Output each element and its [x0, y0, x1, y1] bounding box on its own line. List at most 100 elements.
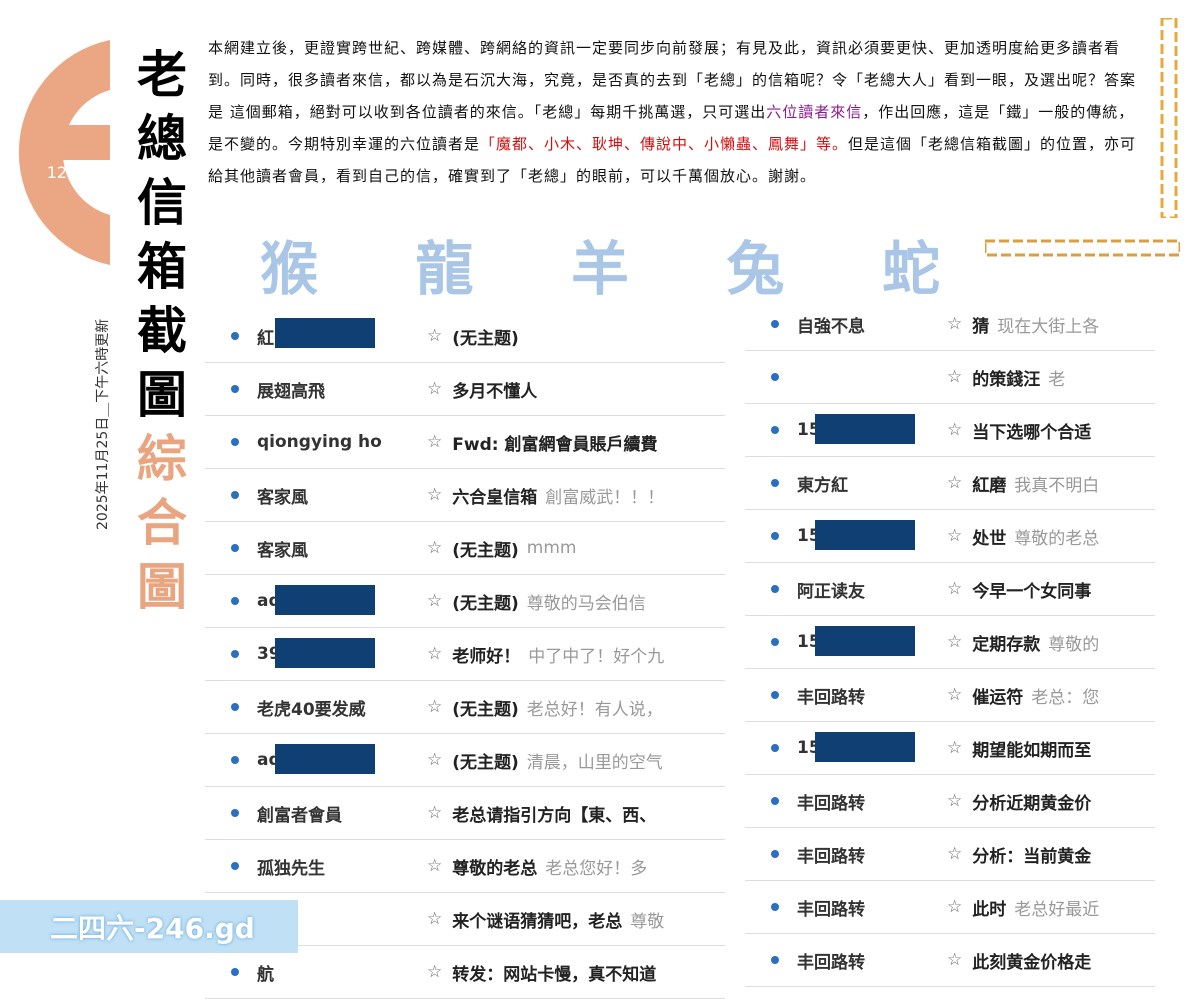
footer-badge: 二四六-246.gd — [0, 900, 298, 953]
preview: 創富威武！！！ — [545, 487, 665, 508]
decor-border — [1160, 18, 1178, 218]
bullet — [771, 744, 779, 752]
logo: 125 — [18, 40, 110, 265]
mail-row: 客家風 ☆ (无主题) mmm — [205, 522, 725, 575]
title-char: 總 — [137, 109, 187, 168]
star-icon: ☆ — [427, 432, 443, 452]
star-icon: ☆ — [947, 314, 963, 334]
zodiac-char: 羊 — [570, 235, 629, 303]
star-icon: ☆ — [947, 632, 963, 652]
star-icon: ☆ — [427, 326, 443, 346]
subject: 此刻黄金价格走 — [972, 952, 1092, 973]
sender: 航 — [257, 964, 274, 985]
bullet — [231, 332, 239, 340]
preview: 尊敬的马会伯信 — [526, 593, 646, 614]
subject: 期望能如期而至 — [972, 740, 1092, 761]
subtitle-char: 綜 — [137, 429, 187, 488]
preview: 尊敬的 — [1048, 634, 1100, 655]
mail-row: 157☆ 期望能如期而至 — [745, 722, 1155, 775]
star-icon: ☆ — [947, 844, 963, 864]
star-icon: ☆ — [427, 909, 443, 929]
mail-row: 展翅高飛 ☆ 多月不懂人 — [205, 363, 725, 416]
bullet — [771, 373, 779, 381]
preview: 现在大街上各 — [997, 316, 1100, 337]
bullet — [231, 756, 239, 764]
preview: 老总您好！多 — [545, 858, 648, 879]
sender: 創富者會員 — [257, 805, 342, 826]
star-icon: ☆ — [427, 856, 443, 876]
bullet — [231, 491, 239, 499]
bullet — [771, 320, 779, 328]
intro-segment: 六位讀者來信 — [766, 103, 863, 121]
subject: 当下选哪个合适 — [972, 422, 1092, 443]
subject: 分析近期黄金价 — [972, 793, 1092, 814]
subject: 尊敬的老总 — [452, 858, 538, 879]
mail-row: 紅中 ☆ (无主题) — [205, 310, 725, 363]
bullet — [771, 532, 779, 540]
bullet — [771, 850, 779, 858]
sender: 丰回路转 — [797, 687, 865, 708]
sender: 39 — [257, 638, 427, 668]
intro-segment: 但是這個「老總信箱截圖」的位置，亦可給其他讀者會員，看到自己的信，確實到了「老總… — [208, 135, 1137, 185]
sender: 客家風 — [257, 487, 308, 508]
subject: 六合皇信箱 — [452, 487, 538, 508]
bullet — [771, 956, 779, 964]
preview: 老总好最近 — [1014, 899, 1100, 920]
preview: 尊敬的老总 — [1014, 528, 1100, 549]
intro-paragraph: 本網建立後，更證實跨世紀、跨媒體、跨網絡的資訊一定要同步向前發展；有見及此，資訊… — [208, 32, 1143, 192]
sender: 丰回路转 — [797, 846, 865, 867]
title-char: 信 — [137, 173, 187, 232]
preview: 我真不明白 — [1014, 475, 1100, 496]
subject: 转发：网站卡慢，真不知道 — [452, 964, 657, 985]
mail-row: 航 ☆ 转发：网站卡慢，真不知道 — [205, 946, 725, 999]
star-icon: ☆ — [947, 579, 963, 599]
star-icon: ☆ — [427, 750, 443, 770]
subtitle-char: 圖 — [137, 557, 187, 616]
intro-segment: 「魔都、小木、耿坤、傳說中、小懶蟲、鳳舞」等。 — [480, 135, 849, 153]
mail-row: 自強不息 ☆ 猜现在大街上各 — [745, 298, 1155, 351]
mail-row: 丰回路转 ☆ 分析近期黄金价 — [745, 775, 1155, 828]
zodiac-char: 龍 — [415, 235, 474, 303]
sender: qiongying ho — [257, 432, 382, 452]
redaction — [815, 414, 915, 444]
redaction — [275, 585, 375, 615]
sender: 丰回路转 — [797, 952, 865, 973]
bullet — [231, 968, 239, 976]
preview: 老 — [1048, 369, 1066, 390]
sender: 展翅高飛 — [257, 381, 325, 402]
sender: 孤独先生 — [257, 858, 325, 879]
page: 125 老總信箱截圖綜合圖 2025年11月25日＿下午六時更新 本網建立後，更… — [0, 18, 1180, 999]
redaction — [275, 317, 375, 348]
star-icon: ☆ — [947, 473, 963, 493]
bullet — [771, 797, 779, 805]
sender: 157 — [797, 520, 947, 550]
sender: 自強不息 — [797, 316, 865, 337]
star-icon: ☆ — [427, 803, 443, 823]
sender: 丰回路转 — [797, 899, 865, 920]
bullet — [231, 438, 239, 446]
bullet — [771, 479, 779, 487]
mail-list-left: 紅中 ☆ (无主题) 展翅高飛 ☆ 多月不懂人 qiongying ho ☆ Fwd: 創富網會… — [205, 310, 725, 999]
mail-row: 丰回路转 ☆ 分析：当前黄金 — [745, 828, 1155, 881]
sender: 15 — [797, 414, 947, 444]
mail-row: 15 ☆ 当下选哪个合适 — [745, 404, 1155, 457]
decor-border — [985, 239, 1180, 257]
star-icon: ☆ — [947, 420, 963, 440]
star-icon: ☆ — [427, 697, 443, 717]
mail-row: 孤独先生 ☆ 尊敬的老总 老总您好！多 — [205, 840, 725, 893]
subject: Fwd: 創富網會員賬戶續費 — [452, 434, 658, 455]
intro-segment: ，作出回應，這是「鐵」一般的傳統，是不變的。今期特別幸運的六位讀者是 — [208, 103, 1135, 153]
mail-row: 丰回路转 ☆ 此时 老总好最近 — [745, 881, 1155, 934]
subject: 催运符 — [972, 687, 1024, 708]
redaction — [275, 744, 375, 774]
sender: 客家風 — [257, 540, 308, 561]
subject: 来个谜语猜猜吧，老总 — [452, 911, 623, 932]
star-icon: ☆ — [427, 591, 443, 611]
title-char: 截 — [137, 301, 187, 360]
bullet — [771, 903, 779, 911]
mail-row: 丰回路转 ☆ 此刻黄金价格走 — [745, 934, 1155, 987]
bullet — [771, 426, 779, 434]
mail-row: 阿正读友 ☆ 今早一个女同事 — [745, 563, 1155, 616]
preview: 清晨，山里的空气 — [526, 752, 663, 773]
